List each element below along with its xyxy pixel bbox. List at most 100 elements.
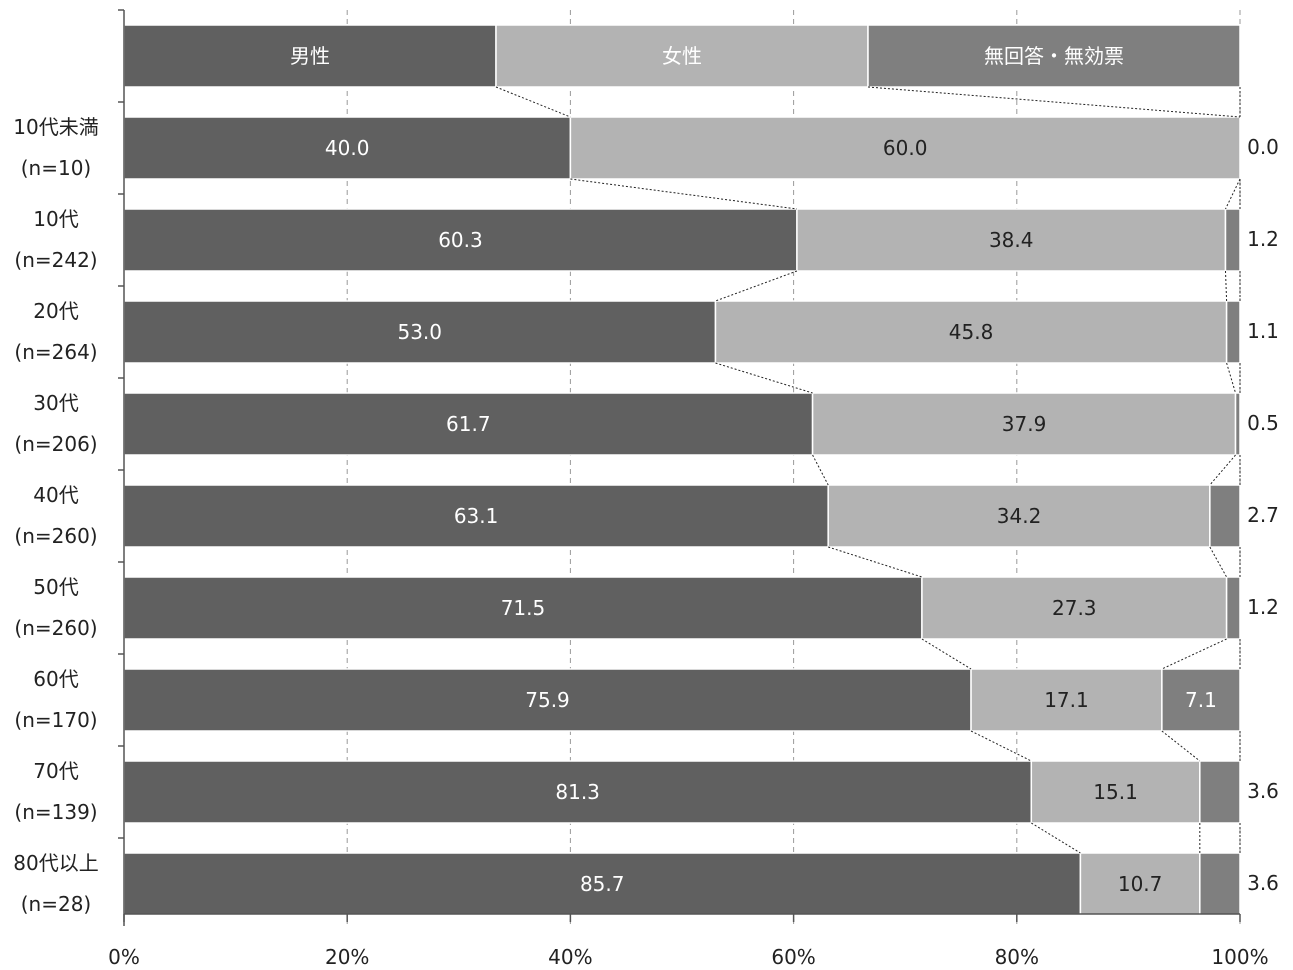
data-label: 2.7: [1247, 503, 1279, 527]
data-label: 85.7: [580, 872, 625, 896]
bar-segment: [123, 576, 923, 640]
category-n-label: (n=260): [14, 524, 97, 548]
bar-segment: [1225, 300, 1241, 364]
data-label: 17.1: [1044, 688, 1089, 712]
legend-entry: 無回答・無効票: [984, 44, 1124, 68]
category-label: 20代: [33, 299, 78, 323]
data-label: 71.5: [501, 596, 546, 620]
category-label: 10代: [33, 207, 78, 231]
bar-segment: [123, 760, 1033, 824]
connector-line: [1161, 730, 1201, 762]
data-label: 3.6: [1247, 779, 1279, 803]
category-label: 50代: [33, 575, 78, 599]
bar-segment: [123, 392, 814, 456]
category-label: 30代: [33, 391, 78, 415]
bar-segment: [123, 484, 829, 548]
legend-swatch: [867, 24, 1241, 88]
bar-segment: [827, 484, 1211, 548]
category-n-label: (n=170): [14, 708, 97, 732]
data-label: 38.4: [989, 228, 1034, 252]
data-label: 7.1: [1185, 688, 1217, 712]
x-tick-label: 80%: [995, 945, 1039, 969]
data-label: 3.6: [1247, 871, 1279, 895]
bar-segment: [970, 668, 1163, 732]
connector-line: [921, 638, 972, 670]
axes: 10代未満 (n=10) 10代 (n=242) 20代 (n=264) 30代 (n=206…: [13, 9, 1269, 969]
bar-segment: [569, 116, 1241, 180]
legend-swatch: [495, 24, 869, 88]
category-label: 70代: [33, 759, 78, 783]
category-n-label: (n=242): [14, 248, 97, 272]
bar-segment: [1224, 208, 1241, 272]
connector-line: [1031, 822, 1081, 854]
bar-segment: [714, 300, 1228, 364]
category-n-label: (n=260): [14, 616, 97, 640]
bar-segment: [123, 852, 1082, 916]
x-tick-label: 0%: [108, 945, 140, 969]
data-label: 37.9: [1002, 412, 1047, 436]
data-label: 1.2: [1247, 595, 1279, 619]
connector-line: [1226, 362, 1237, 394]
data-label: 60.0: [883, 136, 928, 160]
bar-segment: [1161, 668, 1241, 732]
bar-segment: [1030, 760, 1201, 824]
data-label: 1.2: [1247, 227, 1279, 251]
data-label: 81.3: [555, 780, 600, 804]
connector-line: [970, 730, 1032, 762]
bar-segment: [123, 116, 572, 180]
bar-segment: [796, 208, 1227, 272]
category-n-label: (n=139): [14, 800, 97, 824]
connector-line: [1209, 546, 1228, 578]
series-connectors: [495, 86, 1241, 854]
category-label: 60代: [33, 667, 78, 691]
data-labels: 男性 女性 無回答・無効票 40.0 60.0 0.0 60.3 38.4 1.2 53.0 45.…: [290, 44, 1279, 896]
data-label: 0.0: [1247, 135, 1279, 159]
connector-line: [715, 362, 813, 394]
category-label: 40代: [33, 483, 78, 507]
bar-segment: [123, 208, 798, 272]
connector-line: [812, 454, 829, 486]
data-label: 34.2: [997, 504, 1042, 528]
category-n-label: (n=28): [21, 892, 92, 916]
data-label: 10.7: [1118, 872, 1163, 896]
x-tick-label: 20%: [325, 945, 369, 969]
data-label: 61.7: [446, 412, 491, 436]
data-label: 15.1: [1093, 780, 1138, 804]
category-label: 10代未満: [13, 115, 98, 139]
bar-segment: [1234, 392, 1241, 456]
x-tick-label: 40%: [548, 945, 592, 969]
bar-segment: [1225, 576, 1241, 640]
data-label: 0.5: [1247, 411, 1279, 435]
legend-swatch: [123, 24, 497, 88]
bar-segment: [1079, 852, 1201, 916]
category-label: 80代以上: [13, 851, 98, 875]
connector-line: [1209, 454, 1236, 486]
data-label: 63.1: [454, 504, 499, 528]
connector-line: [1225, 178, 1241, 210]
connector-line: [1161, 638, 1227, 670]
legend-entry: 男性: [290, 44, 330, 68]
connector-line: [867, 86, 1241, 118]
data-label: 75.9: [525, 688, 570, 712]
legend-entry: 女性: [662, 44, 702, 68]
category-n-label: (n=10): [21, 156, 92, 180]
x-tick-label: 60%: [771, 945, 815, 969]
bar-segment: [1199, 852, 1241, 916]
bars: [123, 24, 1241, 916]
category-n-label: (n=206): [14, 432, 97, 456]
data-label: 40.0: [325, 136, 370, 160]
data-label: 60.3: [438, 228, 483, 252]
data-label: 45.8: [949, 320, 994, 344]
connector-line: [715, 270, 798, 302]
connector-line: [570, 178, 798, 210]
connector-line: [1224, 270, 1228, 302]
data-label: 53.0: [397, 320, 442, 344]
connector-line: [828, 546, 923, 578]
connector-line: [495, 86, 571, 118]
data-label: 1.1: [1247, 319, 1279, 343]
category-n-label: (n=264): [14, 340, 97, 364]
bar-segment: [1209, 484, 1241, 548]
data-label: 27.3: [1052, 596, 1097, 620]
bar-segment: [1199, 760, 1241, 824]
